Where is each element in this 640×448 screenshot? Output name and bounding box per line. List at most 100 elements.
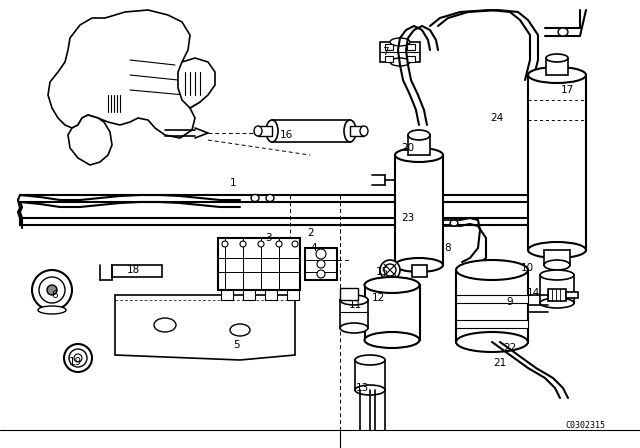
Ellipse shape	[395, 148, 443, 162]
Circle shape	[69, 349, 87, 367]
Ellipse shape	[456, 260, 528, 280]
Text: 2: 2	[308, 228, 314, 238]
Bar	[528, 75, 586, 250]
Circle shape	[258, 241, 264, 247]
Ellipse shape	[528, 242, 586, 258]
Circle shape	[74, 354, 82, 362]
Circle shape	[317, 270, 325, 278]
Text: 17: 17	[561, 85, 573, 95]
Ellipse shape	[365, 277, 419, 293]
Bar	[350, 126, 364, 136]
Ellipse shape	[558, 28, 568, 36]
Text: 10: 10	[520, 263, 534, 273]
Text: 13: 13	[355, 383, 369, 393]
Ellipse shape	[355, 355, 385, 365]
Ellipse shape	[365, 332, 419, 348]
Bar	[456, 295, 528, 303]
Ellipse shape	[395, 258, 443, 272]
Text: 9: 9	[507, 297, 513, 307]
Ellipse shape	[408, 130, 430, 140]
Ellipse shape	[450, 220, 458, 226]
Ellipse shape	[266, 194, 274, 202]
Bar	[287, 290, 299, 300]
Ellipse shape	[38, 306, 66, 314]
Text: 14: 14	[526, 288, 540, 298]
Circle shape	[222, 241, 228, 247]
Bar	[218, 238, 300, 290]
Bar	[546, 58, 568, 75]
Text: 12: 12	[371, 293, 385, 303]
Text: 18: 18	[126, 265, 140, 275]
Text: 7: 7	[381, 47, 388, 57]
Polygon shape	[68, 115, 112, 165]
Ellipse shape	[355, 385, 385, 395]
Text: 5: 5	[234, 340, 240, 350]
Bar	[112, 265, 162, 277]
Ellipse shape	[230, 324, 250, 336]
Bar	[221, 290, 233, 300]
Ellipse shape	[540, 270, 574, 280]
Text: C0302315: C0302315	[565, 421, 605, 430]
Bar	[456, 320, 528, 328]
Text: 20: 20	[401, 143, 415, 153]
Ellipse shape	[548, 85, 568, 95]
Circle shape	[64, 344, 92, 372]
Ellipse shape	[360, 126, 368, 136]
Ellipse shape	[528, 67, 586, 83]
Circle shape	[32, 270, 72, 310]
Ellipse shape	[344, 120, 356, 142]
Ellipse shape	[340, 323, 368, 333]
Bar	[243, 290, 255, 300]
Text: 22: 22	[504, 343, 516, 353]
Bar	[385, 44, 393, 50]
Ellipse shape	[340, 295, 368, 305]
Polygon shape	[48, 10, 205, 138]
Text: 6: 6	[52, 290, 58, 300]
Bar	[265, 290, 277, 300]
Text: 23: 23	[401, 213, 415, 223]
Polygon shape	[178, 58, 215, 108]
Circle shape	[240, 241, 246, 247]
Text: 15: 15	[376, 267, 388, 277]
Ellipse shape	[456, 332, 528, 352]
Bar	[544, 250, 570, 265]
Bar	[355, 360, 385, 390]
Text: 24: 24	[490, 113, 504, 123]
Ellipse shape	[254, 126, 262, 136]
Text: 1: 1	[230, 178, 236, 188]
Bar	[456, 270, 528, 342]
Bar	[540, 275, 574, 303]
Bar	[272, 120, 350, 142]
Text: 19: 19	[68, 357, 82, 367]
Ellipse shape	[390, 38, 410, 46]
Ellipse shape	[544, 260, 570, 270]
Circle shape	[39, 277, 65, 303]
Ellipse shape	[154, 318, 176, 332]
Ellipse shape	[552, 87, 564, 93]
Bar	[385, 56, 393, 62]
Bar	[566, 292, 578, 298]
Ellipse shape	[390, 58, 410, 66]
Circle shape	[292, 241, 298, 247]
Polygon shape	[115, 295, 295, 360]
Text: 8: 8	[445, 243, 451, 253]
Text: 21: 21	[493, 358, 507, 368]
Bar	[340, 288, 358, 300]
Text: 11: 11	[348, 300, 362, 310]
Bar	[258, 126, 272, 136]
Ellipse shape	[546, 54, 568, 62]
Bar	[408, 135, 430, 155]
Bar	[340, 300, 368, 328]
Text: 4: 4	[310, 243, 317, 253]
Ellipse shape	[266, 120, 278, 142]
Ellipse shape	[540, 298, 574, 308]
Text: 3: 3	[265, 233, 271, 243]
Text: 16: 16	[280, 130, 292, 140]
Bar	[365, 285, 420, 340]
Bar	[380, 42, 420, 62]
Bar	[305, 248, 337, 280]
Ellipse shape	[251, 194, 259, 202]
Circle shape	[380, 260, 400, 280]
Bar	[395, 155, 443, 265]
Bar	[412, 265, 427, 277]
